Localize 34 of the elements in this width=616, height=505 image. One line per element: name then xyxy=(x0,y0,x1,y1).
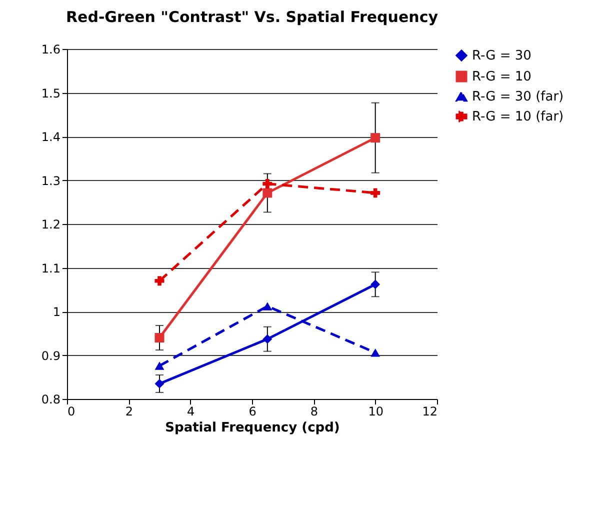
legend-label: R-G = 30 (far) xyxy=(472,90,564,104)
point xyxy=(370,133,380,143)
x-tick-label: 12 xyxy=(422,404,438,418)
point xyxy=(262,188,272,198)
x-tick-label: 10 xyxy=(368,404,384,418)
x-tick-label: 8 xyxy=(310,404,318,418)
point xyxy=(154,378,164,388)
point xyxy=(154,362,164,370)
point xyxy=(262,302,272,310)
y-tick-label: 1.6 xyxy=(41,42,60,56)
x-tick-label: 4 xyxy=(187,404,195,418)
y-tick-label: 0.9 xyxy=(41,348,60,363)
point xyxy=(262,179,272,188)
chart-title: Red-Green "Contrast" Vs. Spatial Frequency xyxy=(66,8,438,26)
legend-label: R-G = 10 xyxy=(472,70,532,84)
point xyxy=(154,276,164,286)
y-tick-label: 1.3 xyxy=(41,174,60,188)
point xyxy=(370,348,380,357)
y-tick-label: 0.8 xyxy=(41,392,60,406)
legend-label: R-G = 30 xyxy=(472,48,532,64)
point xyxy=(370,188,380,198)
y-tick-label: 1.1 xyxy=(41,261,60,276)
legend-label: R-G = 10 (far) xyxy=(472,110,564,124)
x-tick-label: 6 xyxy=(248,404,256,418)
x-axis-title: Spatial Frequency (cpd) xyxy=(165,420,340,436)
point xyxy=(262,334,272,344)
x-tick-label: 2 xyxy=(125,404,133,418)
y-tick-label: 1 xyxy=(52,305,60,319)
y-tick-label: 1.4 xyxy=(41,130,60,144)
point xyxy=(370,280,380,290)
x-tick-label: 0 xyxy=(68,404,76,418)
point xyxy=(154,333,164,342)
y-tick-label: 1.2 xyxy=(41,218,60,232)
y-tick-label: 1.5 xyxy=(41,86,60,100)
